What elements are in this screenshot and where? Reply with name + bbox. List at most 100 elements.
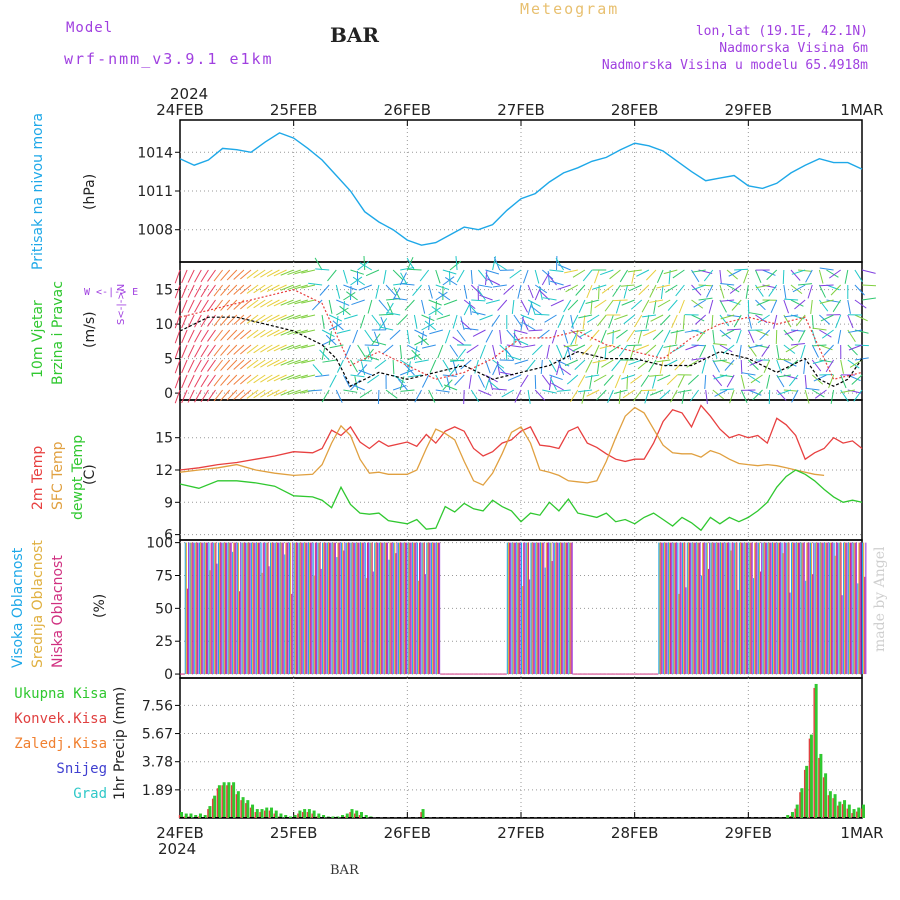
cloud-bar: [536, 542, 538, 675]
cloud-bar: [538, 542, 540, 675]
wind-arrow: [542, 297, 557, 301]
wind-arrow: [785, 344, 799, 353]
cloud-bar: [220, 542, 222, 675]
wind-arrow: [509, 269, 522, 279]
cloud-bar: [555, 542, 557, 675]
wind-arrow: [613, 299, 628, 302]
wind-arrow: [656, 269, 664, 283]
cloud-bar: [386, 542, 389, 675]
wind-arrow: [400, 369, 414, 376]
precip-bar-total: [317, 813, 321, 818]
cloud-bar: [428, 542, 430, 675]
wind-arrow: [514, 359, 529, 365]
cloud-bar: [304, 542, 306, 675]
wind-arrow: [503, 284, 515, 295]
wind-arrow: [194, 389, 202, 403]
wind-arrow: [675, 284, 685, 297]
cloud-bar: [673, 542, 675, 675]
cloud-bar: [378, 542, 381, 675]
wind-arrow: [564, 359, 579, 367]
wind-arrow: [479, 314, 493, 321]
wind-arrow: [174, 284, 181, 299]
wind-arrow: [571, 314, 579, 328]
cloud-bar: [272, 542, 274, 675]
cloud-bar: [234, 542, 236, 675]
cloud-bar: [331, 542, 333, 675]
wind-arrow: [273, 359, 287, 367]
wind-arrow: [766, 269, 778, 281]
wind-arrow: [705, 389, 708, 404]
wind-arrow: [207, 359, 216, 372]
wind-arrow: [382, 269, 387, 284]
wind-arrow: [577, 374, 586, 388]
cloud-bar: [840, 542, 842, 675]
wind-arrow: [435, 291, 448, 301]
wind-arrow: [854, 284, 865, 296]
wind-arrow: [783, 299, 789, 314]
wind-arrow: [351, 299, 365, 306]
cloud-bar: [395, 553, 397, 675]
wind-arrow: [444, 329, 451, 344]
precip-bar-conv: [178, 815, 181, 818]
precip-bar-conv: [240, 800, 242, 818]
cloud-bar: [774, 542, 776, 675]
wind-arrow: [726, 374, 735, 388]
wind-arrow: [287, 359, 301, 366]
cloud-bar: [282, 542, 284, 675]
wind-arrow: [594, 299, 607, 309]
cloud-bar: [313, 575, 315, 675]
wind-arrow: [692, 284, 706, 291]
wind-arrow: [574, 329, 579, 344]
wind-arrow: [672, 269, 685, 279]
cloud-bar: [865, 542, 867, 675]
wind-arrow: [246, 329, 259, 339]
wind-arrow: [174, 344, 181, 359]
cloud-bar: [397, 542, 399, 675]
wind-arrow: [407, 374, 422, 378]
cloud-bar: [311, 542, 313, 675]
wind-arrow: [719, 269, 722, 284]
wind-arrow: [830, 389, 835, 404]
wind-arrow: [596, 389, 607, 401]
cloud-bar: [710, 542, 712, 675]
cloud-bar: [755, 542, 757, 675]
wind-arrow: [443, 384, 458, 391]
wind-arrow: [328, 331, 332, 346]
wind-arrow: [586, 314, 600, 323]
precip-bar-conv: [860, 808, 863, 818]
precip-bar-conv: [216, 788, 219, 818]
wind-arrow: [719, 299, 727, 313]
wind-arrow: [566, 346, 572, 361]
cloud-bar: [858, 542, 860, 675]
precip-label-total: Ukupna Kisa: [14, 686, 107, 702]
wind-arrow: [612, 284, 621, 297]
wind-arrow: [294, 269, 309, 275]
wind-arrow: [528, 329, 543, 332]
precip-bar-total: [246, 800, 250, 818]
wind-arrow: [424, 320, 437, 331]
precip-bar-total: [222, 782, 226, 818]
wind-arrow: [830, 284, 842, 296]
wind-arrow: [549, 377, 557, 391]
wind-arrow: [861, 284, 877, 287]
cloud-bar: [802, 542, 804, 675]
precip-bar-total: [833, 794, 837, 818]
cloud-bar: [279, 542, 281, 675]
wind-arrow: [344, 314, 358, 320]
cloud-bar: [767, 542, 769, 675]
wind-arrow: [200, 329, 209, 343]
wind-arrow: [783, 359, 797, 367]
wind-arrow: [321, 389, 330, 403]
xtick-label-bottom: 24FEB: [156, 824, 203, 842]
wind-arrow: [755, 344, 770, 349]
precip-bar-conv: [818, 757, 820, 818]
wind-arrow: [301, 314, 316, 319]
wind-arrow: [374, 359, 387, 369]
cloud-bar: [383, 542, 385, 675]
precip-bar-total: [312, 810, 316, 818]
cloud-bar: [690, 542, 692, 675]
wind-arrow: [596, 359, 600, 374]
xtick-label-top: 27FEB: [497, 101, 544, 119]
wind-arrow: [719, 388, 734, 391]
precip-label-hail: Grad: [73, 786, 107, 802]
